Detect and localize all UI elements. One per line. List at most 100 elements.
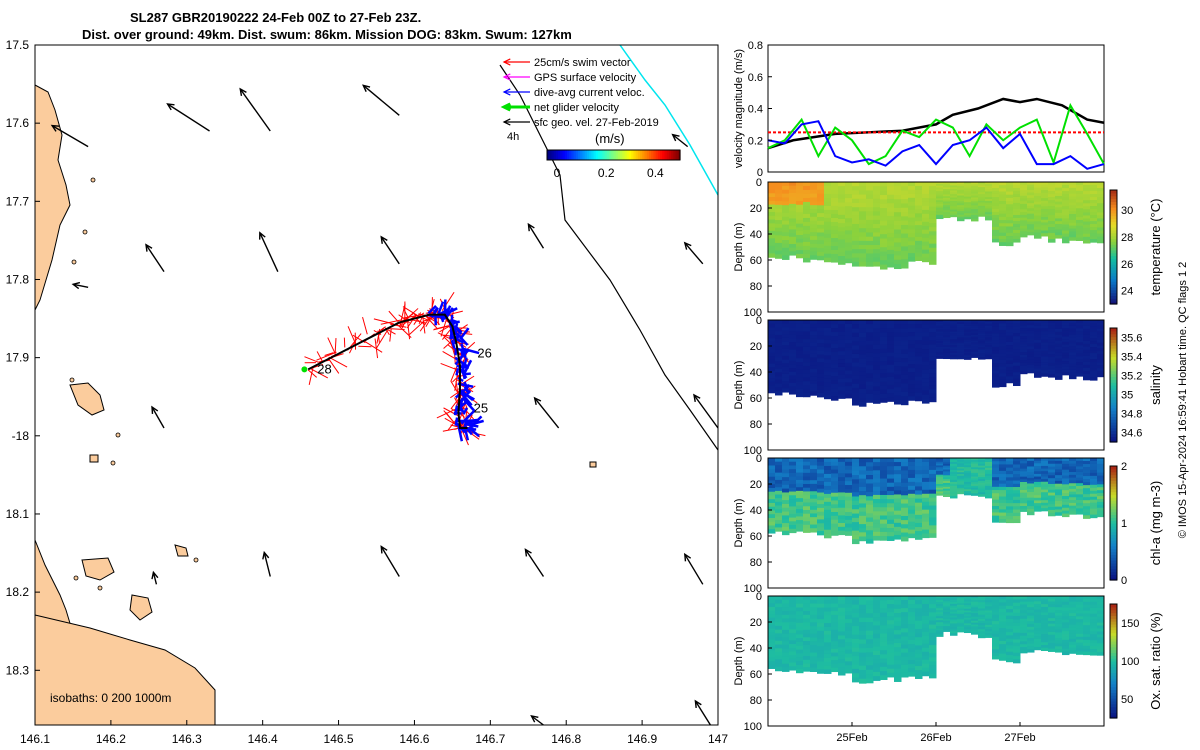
profile-cell <box>1076 356 1084 360</box>
profile-cell <box>859 648 867 654</box>
profile-cell <box>838 523 846 528</box>
swim-vector <box>347 326 356 344</box>
profile-cell <box>999 207 1007 212</box>
profile-cell <box>789 386 797 391</box>
swim-vector <box>447 418 457 431</box>
profile-cell <box>1013 493 1021 498</box>
profile-colorbar-cell <box>1110 289 1117 294</box>
profile-cell <box>971 489 979 493</box>
geo-velocity-vector <box>51 125 89 148</box>
profile-cell <box>1006 366 1014 371</box>
profile-cell <box>859 384 867 390</box>
profile-cell <box>824 517 832 523</box>
profile-cell <box>1055 361 1063 366</box>
colorbar-cell <box>662 150 666 160</box>
geo-velocity-vector <box>72 283 89 288</box>
profile-cell <box>901 341 909 346</box>
profile-cell <box>852 400 860 406</box>
profile-cell <box>1062 601 1070 606</box>
profile-cell <box>999 618 1007 623</box>
profile-cell <box>985 459 993 463</box>
profile-cell <box>929 489 937 495</box>
profile-colorbar-cell <box>1110 347 1117 352</box>
profile-cell <box>971 342 979 345</box>
profile-cell <box>887 328 895 333</box>
profile-cell <box>768 227 776 232</box>
profile-cell <box>831 348 839 353</box>
profile-cell <box>1048 197 1056 201</box>
profile-cell <box>992 499 1000 504</box>
profile-cell <box>873 194 881 200</box>
geo-velocity-vector <box>534 397 560 429</box>
profile-cell <box>1041 322 1049 327</box>
profile-cell <box>782 348 790 353</box>
profile-cell <box>803 385 811 390</box>
profile-cell <box>789 244 797 249</box>
profile-cell <box>880 255 888 261</box>
profile-cell <box>915 514 923 520</box>
profile-cell <box>1006 323 1014 327</box>
profile-cell <box>1013 487 1021 491</box>
profile-cell <box>852 324 860 330</box>
profile-cell <box>1069 598 1077 603</box>
profile-colorbar-cell <box>1110 292 1117 297</box>
profile-cell <box>978 490 986 493</box>
profile-cell <box>1097 487 1105 491</box>
profile-cell <box>943 327 951 331</box>
profile-cell <box>782 526 790 532</box>
profile-cell <box>838 670 846 676</box>
profile-cell <box>929 493 937 499</box>
profile-cell <box>1027 480 1035 485</box>
profile-cell <box>985 596 993 599</box>
profile-cell <box>866 369 874 375</box>
profile-cell <box>873 511 881 517</box>
profile-cell <box>915 360 923 365</box>
profile-cell <box>922 663 930 669</box>
profile-cell <box>1034 221 1042 225</box>
profile-cell <box>950 329 958 333</box>
profile-cell <box>810 622 818 627</box>
profile-cell <box>789 472 797 478</box>
profile-colorbar-cell <box>1110 244 1117 248</box>
profile-cell <box>810 201 818 206</box>
profile-cell <box>1090 478 1098 483</box>
profile-cell <box>1097 469 1105 474</box>
profile-cell <box>936 624 944 627</box>
colorbar-cell <box>644 150 648 160</box>
profile-cell <box>964 347 972 351</box>
profile-cell <box>775 331 783 336</box>
colorbar-cell <box>629 150 632 160</box>
profile-cell <box>838 202 846 208</box>
profile-cell <box>992 614 1000 619</box>
profile-cell <box>922 667 930 673</box>
profile-cell <box>824 630 832 636</box>
profile-cell <box>824 217 832 223</box>
profile-cell <box>1055 322 1063 327</box>
profile-cell <box>1055 223 1063 228</box>
profile-cell <box>1006 335 1014 340</box>
profile-cell <box>915 384 923 390</box>
profile-cell <box>831 596 839 601</box>
profile-cell <box>775 458 783 463</box>
profile-cell <box>957 210 965 214</box>
profile-cell <box>936 469 944 472</box>
profile-cell <box>1006 201 1014 205</box>
profile-cell <box>964 612 972 615</box>
profile-cell <box>915 252 923 258</box>
profile-cell <box>817 523 825 528</box>
profile-cell <box>817 642 825 647</box>
profile-cell <box>1034 644 1042 648</box>
profile-cell <box>1006 458 1014 462</box>
profile-cell <box>859 600 867 606</box>
profile-cell <box>852 492 860 498</box>
profile-cell <box>1069 636 1077 640</box>
profile-cell <box>894 374 902 380</box>
profile-cell <box>838 363 846 368</box>
profile-cell <box>782 652 790 657</box>
profile-cell <box>964 337 972 341</box>
profile-cell <box>796 253 804 259</box>
profile-cell <box>1083 197 1091 201</box>
profile-cell <box>859 219 867 225</box>
profile-cell <box>999 464 1007 469</box>
profile-cell <box>859 388 867 394</box>
